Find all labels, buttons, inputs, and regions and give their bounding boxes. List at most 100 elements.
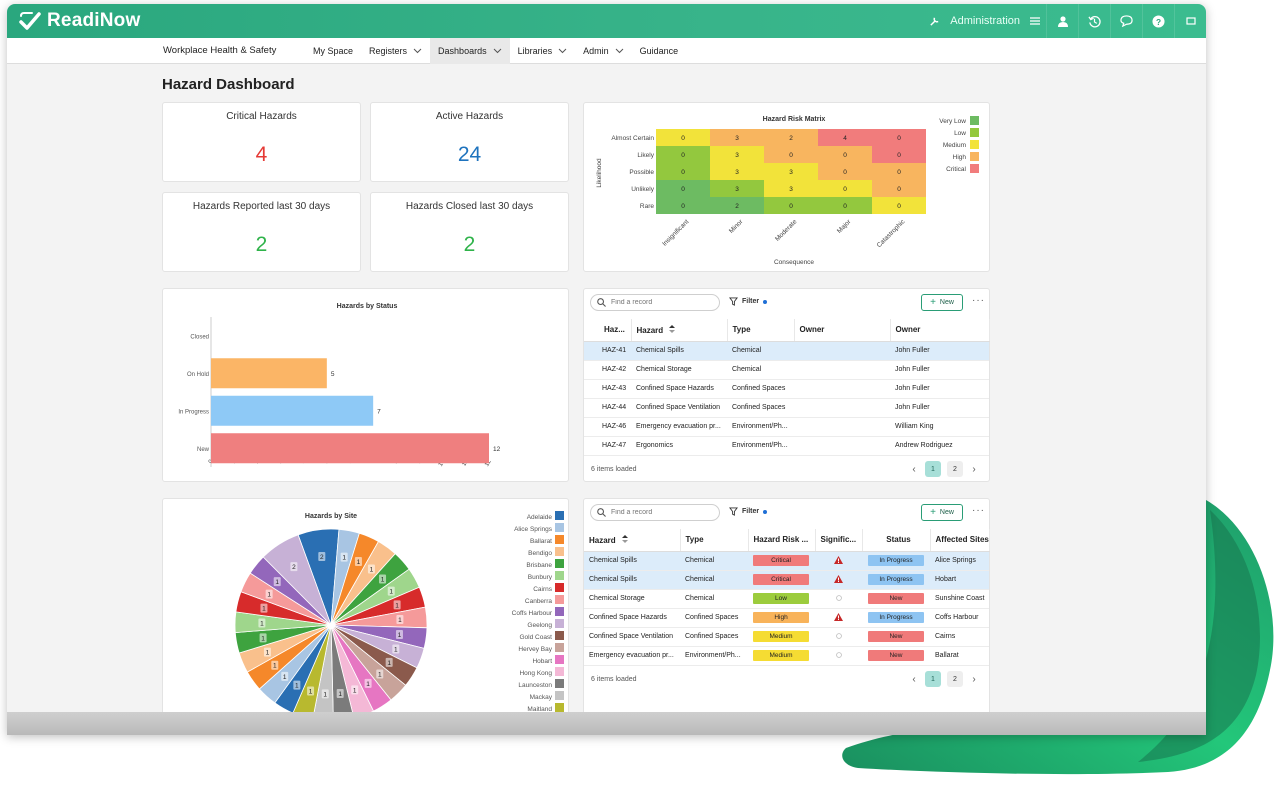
search-input-wrapper[interactable] [590, 294, 720, 311]
table-cell: Chemical [727, 360, 794, 380]
site-legend-swatch [555, 523, 564, 532]
table-row[interactable]: Emergency evacuation pr... Environment/Ph… [584, 646, 989, 666]
table-cell [794, 341, 890, 361]
search-input[interactable] [611, 299, 711, 306]
status-cell: In Progress [862, 570, 930, 590]
filter-button[interactable]: Filter [729, 507, 768, 516]
column-header[interactable]: Haz... [584, 319, 632, 342]
chat-icon[interactable] [1110, 4, 1142, 38]
pie-slice-label: 1 [398, 617, 402, 624]
help-icon[interactable]: ? [1142, 4, 1174, 38]
app-name[interactable]: Workplace Health & Safety [163, 45, 277, 56]
matrix-cell [656, 197, 710, 214]
page-button[interactable]: 1 [925, 671, 941, 687]
column-header[interactable]: Hazard [584, 529, 681, 552]
nav-item-my-space[interactable]: My Space [305, 38, 361, 64]
prev-page-icon[interactable]: ‹ [912, 463, 916, 475]
status-category-label: In Progress [178, 409, 209, 415]
matrix-cell-value: 0 [681, 152, 685, 159]
table-row[interactable]: Chemical Spills Chemical Critical In Progre… [584, 570, 989, 590]
nav-item-libraries[interactable]: Libraries [510, 38, 576, 64]
filter-button[interactable]: Filter [729, 297, 768, 306]
status-badge: In Progress [868, 555, 924, 566]
more-options-icon[interactable]: ··· [972, 505, 985, 516]
table-cell: Confined Spaces [727, 379, 794, 399]
pie-label-background [281, 671, 289, 681]
column-header[interactable]: Affected Sites [930, 529, 990, 552]
nav-item-guidance[interactable]: Guidance [632, 38, 687, 64]
new-record-button[interactable]: + New [921, 294, 963, 311]
status-bar [211, 358, 327, 389]
table-cell: HAZ-41 [584, 341, 631, 361]
search-input-wrapper[interactable] [590, 504, 720, 521]
column-header[interactable]: Type [727, 319, 795, 342]
table-row[interactable]: HAZ-42 Chemical Storage Chemical John Fulle… [584, 360, 989, 380]
matrix-cell [872, 146, 926, 163]
column-header-label: Hazard [589, 535, 616, 545]
column-header[interactable]: Hazard Risk ... [748, 529, 816, 552]
next-page-icon[interactable]: › [972, 463, 976, 475]
hamburger-menu-icon[interactable] [1024, 4, 1046, 38]
matrix-cell [764, 180, 818, 197]
matrix-cell-value: 2 [735, 203, 739, 210]
pie-label-background [263, 647, 271, 657]
items-loaded-label: 6 items loaded [591, 676, 637, 683]
matrix-legend-label: Low [954, 130, 966, 137]
risk-table: Hazard Type Hazard Risk ... Signific... Stat… [584, 529, 990, 666]
page-button[interactable]: 2 [947, 671, 963, 687]
table-row[interactable]: HAZ-43 Confined Space Hazards Confined Spa… [584, 379, 989, 399]
page-button[interactable]: 1 [925, 461, 941, 477]
kpi-card-active-hazards[interactable]: Active Hazards 24 [370, 102, 569, 182]
site-legend-label: Canberra [525, 598, 552, 605]
column-header[interactable]: Status [862, 529, 931, 552]
user-icon[interactable] [1046, 4, 1078, 38]
tools-icon[interactable] [918, 4, 950, 38]
fullscreen-icon[interactable] [1174, 4, 1206, 38]
table-row[interactable]: Confined Space Hazards Confined Spaces Hig… [584, 608, 989, 628]
site-legend-label: Hervey Bay [518, 646, 552, 653]
hazards-by-status-chart[interactable]: Hazards by Status0123456789101112ClosedO… [163, 289, 570, 483]
kpi-card-hazards-closed[interactable]: Hazards Closed last 30 days 2 [370, 192, 569, 272]
column-header-label: Haz... [604, 325, 625, 335]
column-header[interactable]: Owner [794, 319, 891, 342]
column-header[interactable]: Owner [890, 319, 990, 342]
pie-label-background [393, 600, 401, 610]
status-cell: New [862, 646, 930, 666]
page-button[interactable]: 2 [947, 461, 963, 477]
history-icon[interactable] [1078, 4, 1110, 38]
more-options-icon[interactable]: ··· [972, 295, 985, 306]
table-cell: Chemical Spills [584, 551, 680, 571]
table-cell: Andrew Rodriguez [890, 436, 989, 456]
table-cell [794, 379, 890, 399]
table-row[interactable]: Chemical Spills Chemical Critical In Progre… [584, 551, 989, 571]
prev-page-icon[interactable]: ‹ [912, 673, 916, 685]
new-record-button[interactable]: + New [921, 504, 963, 521]
column-header-label: Hazard [636, 325, 664, 335]
risk-matrix-chart[interactable]: Hazard Risk Matrix Almost Certain 0 3 2 4 0 Lik… [584, 103, 991, 273]
column-header[interactable]: Signific... [815, 529, 863, 552]
column-header[interactable]: Type [680, 529, 749, 552]
matrix-cell-value: 3 [789, 186, 793, 193]
table-row[interactable]: HAZ-44 Confined Space Ventilation Confined… [584, 398, 989, 418]
table-row[interactable]: HAZ-47 Ergonomics Environment/Ph... Andrew … [584, 436, 989, 456]
next-page-icon[interactable]: › [972, 673, 976, 685]
nav-item-admin[interactable]: Admin [575, 38, 632, 64]
administration-menu-label[interactable]: Administration [950, 15, 1020, 27]
table-cell: HAZ-47 [584, 436, 631, 456]
kpi-card-hazards-reported[interactable]: Hazards Reported last 30 days 2 [162, 192, 361, 272]
column-header[interactable]: Hazard [631, 319, 728, 342]
search-input[interactable] [611, 509, 711, 516]
nav-item-dashboards[interactable]: Dashboards [430, 38, 510, 64]
matrix-row-label: Almost Certain [611, 135, 654, 142]
table-row[interactable]: Chemical Storage Chemical Low New Sunshine C… [584, 589, 989, 609]
nav-item-registers[interactable]: Registers [361, 38, 430, 64]
brand-logo[interactable]: ReadiNow [19, 10, 140, 32]
status-category-label: New [197, 447, 210, 453]
table-row[interactable]: HAZ-46 Emergency evacuation pr... Environm… [584, 417, 989, 437]
table-row[interactable]: HAZ-41 Chemical Spills Chemical John Fuller [584, 341, 989, 361]
kpi-card-critical-hazards[interactable]: Critical Hazards 4 [162, 102, 361, 182]
site-legend-label: Cairns [533, 586, 553, 593]
table-cell: Confined Space Hazards [584, 608, 680, 628]
table-row[interactable]: Confined Space Ventilation Confined Space… [584, 627, 989, 647]
